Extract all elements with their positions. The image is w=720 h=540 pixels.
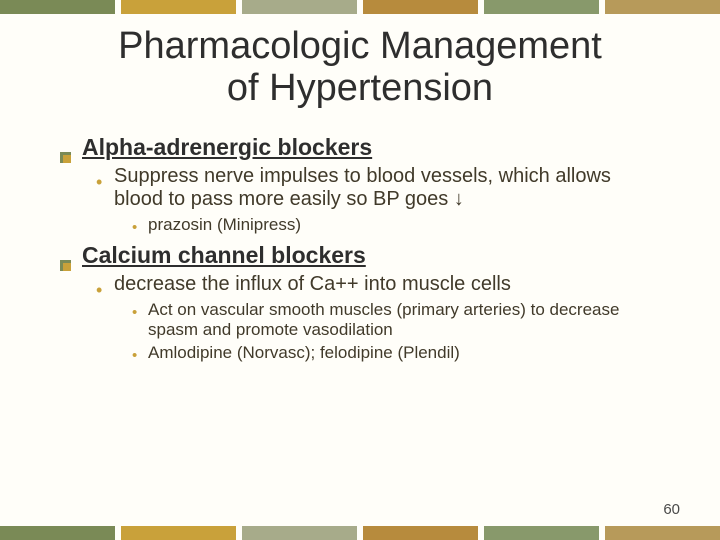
- bullet-text: Amlodipine (Norvasc); felodipine (Plendi…: [148, 343, 460, 362]
- slide-title: Pharmacologic Management of Hypertension: [0, 0, 720, 110]
- stripe: [484, 0, 599, 14]
- stripe: [242, 0, 357, 14]
- bullet-level-3: • Amlodipine (Norvasc); felodipine (Plen…: [60, 343, 660, 363]
- stripe: [363, 526, 478, 540]
- bullet-text: prazosin (Minipress): [148, 215, 301, 234]
- top-stripe-bar: [0, 0, 720, 14]
- stripe: [242, 526, 357, 540]
- dot-bullet-icon: •: [132, 304, 137, 321]
- stripe: [363, 0, 478, 14]
- stripe: [605, 526, 720, 540]
- bullet-text: Suppress nerve impulses to blood vessels…: [114, 165, 611, 210]
- dot-bullet-icon: •: [96, 280, 102, 301]
- stripe: [0, 0, 115, 14]
- bullet-level-2: • Suppress nerve impulses to blood vesse…: [60, 165, 660, 211]
- slide-content: Alpha-adrenergic blockers • Suppress ner…: [0, 110, 720, 363]
- bullet-level-2: • decrease the influx of Ca++ into muscl…: [60, 273, 660, 296]
- title-line-1: Pharmacologic Management: [118, 25, 602, 67]
- bullet-text: decrease the influx of Ca++ into muscle …: [114, 273, 511, 295]
- stripe: [121, 0, 236, 14]
- section-heading: Alpha-adrenergic blockers: [60, 134, 660, 161]
- stripe: [121, 526, 236, 540]
- square-bullet-icon: [60, 250, 71, 261]
- stripe: [0, 526, 115, 540]
- heading-text: Calcium channel blockers: [82, 242, 366, 268]
- heading-text: Alpha-adrenergic blockers: [82, 134, 372, 160]
- stripe: [605, 0, 720, 14]
- stripe: [484, 526, 599, 540]
- bullet-level-3: • prazosin (Minipress): [60, 215, 660, 235]
- title-line-2: of Hypertension: [227, 67, 493, 109]
- dot-bullet-icon: •: [132, 347, 137, 364]
- bullet-level-3: • Act on vascular smooth muscles (primar…: [60, 300, 660, 339]
- page-number: 60: [663, 501, 680, 518]
- square-bullet-icon: [60, 142, 71, 153]
- section-heading: Calcium channel blockers: [60, 242, 660, 269]
- dot-bullet-icon: •: [132, 219, 137, 236]
- dot-bullet-icon: •: [96, 172, 102, 193]
- bullet-text: Act on vascular smooth muscles (primary …: [148, 300, 619, 339]
- bottom-stripe-bar: [0, 526, 720, 540]
